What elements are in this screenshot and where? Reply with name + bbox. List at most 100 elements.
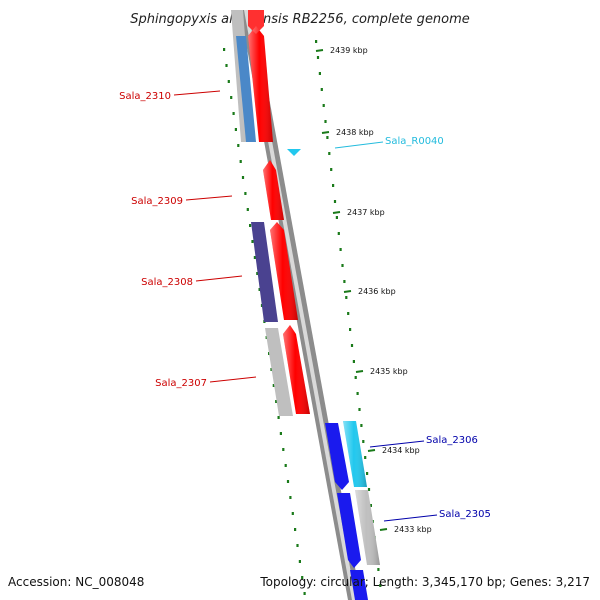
gene-2308-navy-band [251,222,278,322]
kbp-tick-mark [367,449,376,452]
gene-r0040-arrow [287,149,301,156]
inner-dot [234,128,237,131]
gene-sala-2308[interactable] [251,222,298,322]
outer-dot [354,376,357,379]
inner-dot [246,208,249,211]
kbp-tick-label: 2435 kbp [370,367,408,376]
outer-dot [330,168,333,171]
outer-dot [364,456,367,459]
gene-2307-shade [283,325,310,414]
kbp-tick-mark [321,131,330,134]
outer-dot [315,40,318,43]
outer-dot [362,440,365,443]
inner-dot [294,528,297,531]
outer-dot [333,200,337,203]
outer-dot [316,56,320,59]
outer-dot [326,136,329,139]
gene-leader-line [173,90,221,96]
outer-dot [350,344,354,347]
kbp-tick-mark [315,49,324,52]
kbp-tick-mark [332,211,341,214]
gene-label[interactable]: Sala_2307 [155,378,207,389]
map-title: Sphingopyxis alaskensis RB2256, complete… [130,12,470,27]
inner-dot [282,448,285,451]
inner-dot [237,144,240,147]
gene-2305-shade [355,490,380,565]
outer-dot [349,328,352,331]
kbp-tick-mark [343,290,352,293]
inner-dot [253,256,256,259]
inner-dot [270,368,273,371]
backbone-highlight [244,10,356,600]
inner-dot [301,576,304,579]
inner-dot [230,96,233,99]
gene-2306-blue-arrow [325,423,349,490]
inner-dot [289,496,292,499]
gene-2308-shade [270,222,298,320]
kbp-tick-mark [379,528,388,531]
outer-dot [347,312,350,315]
gene-leader-line [209,376,257,383]
gene-2310-shade [248,26,273,142]
gene-sala-2306[interactable] [325,421,367,490]
outer-dot [322,104,325,107]
inner-dot [258,288,261,291]
gene-label[interactable]: Sala_2308 [141,277,193,288]
gene-leader-line [185,195,233,201]
gene-sala-2305[interactable] [337,490,380,600]
gene-label[interactable]: Sala_2306 [426,435,478,446]
outer-dot [366,472,369,475]
outer-dot [360,424,363,427]
kbp-tick-label: 2434 kbp [382,446,420,455]
kbp-tick-label: 2438 kbp [336,128,374,137]
inner-dot [303,592,306,595]
gene-label[interactable]: Sala_2310 [119,91,171,102]
kbp-tick-label: 2436 kbp [358,287,396,296]
outer-dot [379,584,382,587]
outer-dot [328,152,331,155]
inner-dot [239,160,242,163]
inner-dot [286,480,290,483]
genome-summary-text: Topology: circular; Length: 3,345,170 bp… [259,575,590,589]
inner-dot [284,464,287,467]
gene-sala-2309[interactable] [263,160,284,220]
inner-dot [296,544,299,547]
gene-leader-line [195,275,243,282]
gene-sala-r0040[interactable] [287,149,301,156]
gene-leader-line [383,514,438,522]
kbp-ticks: 2439 kbp 2438 kbp 2437 kbp 2436 kbp 2435 kbp… [315,46,432,534]
gene-labels: Sala_2310 Sala_R0040 Sala_2309 Sala_2308 Sal… [119,90,491,522]
outer-dot [358,408,361,411]
kbp-tick-label: 2433 kbp [394,525,432,534]
outer-dot [345,296,348,299]
inner-dot [249,224,252,227]
inner-dot [279,432,282,435]
inner-dot [232,112,235,115]
gene-2310-steel-band [236,36,256,142]
gene-2307-grey-band [265,328,293,416]
inner-dot [225,64,228,67]
outer-dot [356,392,359,395]
inner-dot [227,80,230,83]
gene-label[interactable]: Sala_R0040 [385,136,444,147]
gene-sala-2307[interactable] [265,325,310,416]
kbp-tick-mark [355,370,364,373]
outer-dot [320,88,323,91]
inner-dot [241,176,245,179]
outer-dot [341,264,344,267]
accession-text: Accession: NC_008048 [8,575,144,589]
gene-label[interactable]: Sala_2309 [131,196,183,207]
outer-dot [339,248,342,251]
gene-label[interactable]: Sala_2305 [439,509,491,520]
gene-sala-2310[interactable] [231,10,273,142]
gene-2309-shade [263,160,284,220]
gene-2306-shade [343,421,367,487]
inner-dot [251,240,254,243]
inner-dot [291,512,294,515]
outer-dot [337,232,340,235]
gene-2310-top-cap [248,10,264,34]
outer-dot [318,72,321,75]
inner-dot [277,416,280,419]
outer-dot [343,280,346,283]
